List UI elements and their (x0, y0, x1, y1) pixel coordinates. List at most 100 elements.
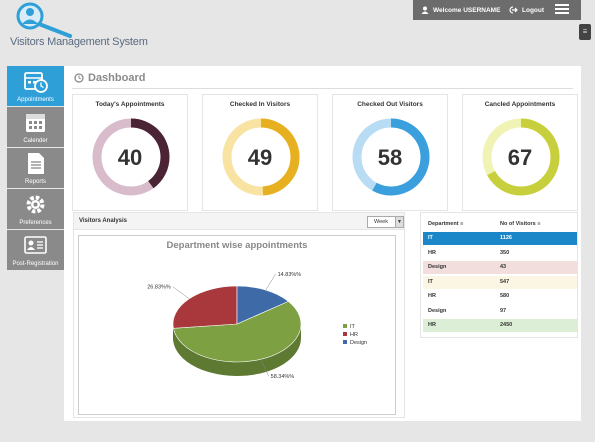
welcome-user: Welcome USERNAME (421, 6, 500, 14)
table-row[interactable]: HR 580 (423, 290, 577, 303)
pie-slice-label: 26.83%% (147, 285, 171, 291)
sidebar-item-label: Appointments (17, 97, 54, 103)
column-header-department[interactable]: Department ≡ (428, 221, 464, 227)
cell-department: HR (428, 249, 436, 256)
app-logo (8, 2, 168, 52)
main-content: Dashboard Today's Appointments 40 Checke… (64, 66, 581, 421)
stat-title: Today's Appointments (95, 101, 165, 108)
logout-icon (509, 6, 518, 14)
app-name: Visitors Management System (10, 36, 148, 48)
hamburger-menu-icon[interactable] (555, 4, 569, 16)
divider (72, 88, 573, 89)
sidebar-item-preferences[interactable]: Preferences (7, 189, 64, 229)
cell-department: IT (428, 235, 433, 241)
page-title-text: Dashboard (88, 72, 146, 84)
sidebar-item-label: Calender (23, 138, 48, 144)
pie-label-leader (172, 286, 190, 299)
cell-department: Design (428, 264, 447, 270)
donut-gauge (482, 118, 560, 196)
sort-icon: ≡ (537, 221, 541, 227)
legend-swatch (343, 324, 347, 328)
cell-visitors: 547 (500, 278, 510, 285)
pie-slice-label: 14.83%% (278, 272, 302, 278)
legend-label: IT (350, 324, 356, 330)
calendar-icon (26, 114, 45, 132)
pie-label-leader (260, 359, 269, 377)
sidebar-item-calender[interactable]: Calender (7, 107, 64, 147)
cell-visitors: 350 (500, 249, 510, 256)
gear-icon (26, 195, 45, 214)
stat-value: 67 (507, 145, 533, 170)
stat-value: 58 (377, 145, 403, 170)
chart-title: Department wise appointments (167, 240, 308, 251)
donut-progress (352, 118, 430, 196)
cell-department: HR (428, 293, 436, 299)
stat-value: 49 (247, 145, 273, 170)
table-row[interactable]: HR 2450 (423, 319, 577, 332)
sidebar-item-appointments[interactable]: Appointments (7, 66, 64, 106)
welcome-text: Welcome USERNAME (433, 6, 501, 14)
pie-slice-label: 58.34%% (271, 374, 295, 380)
cell-department: HR (428, 322, 436, 328)
pie-slice-hr[interactable] (172, 285, 238, 329)
stat-title: Cancled Appointments (484, 101, 556, 108)
table-header-row: Department ≡ No of Visitors ≡ (423, 218, 577, 231)
top-bar: Welcome USERNAME Logout (413, 0, 581, 20)
pie-label-leader (265, 273, 276, 291)
sidebar-item-label: Preferences (19, 220, 52, 226)
cell-department: IT (428, 278, 433, 285)
calendar-clock-icon (24, 72, 48, 93)
donut-gauge (92, 118, 170, 196)
stat-title: Checked Out Visitors (357, 101, 423, 108)
panel-header: Visitors Analysis Week ▼ (74, 213, 404, 230)
table-row[interactable]: IT 547 (423, 275, 577, 289)
page-title: Dashboard (74, 72, 145, 84)
stat-title: Checked In Visitors (229, 101, 291, 108)
sidebar-item-label: Reports (24, 179, 46, 185)
cell-visitors: 2450 (500, 322, 513, 328)
legend-label: HR (350, 332, 358, 338)
sort-icon: ≡ (460, 221, 464, 227)
donut-progress (92, 118, 170, 196)
sidebar-item-reports[interactable]: Reports (7, 148, 64, 188)
pie-chart-canvas: Department wise appointments 58.34%% 26.8… (147, 240, 367, 380)
cell-department: Design (428, 307, 447, 314)
table-row[interactable]: Design 97 (423, 304, 577, 318)
table-row[interactable]: Design 43 (423, 261, 577, 274)
stat-card-checked-in[interactable]: Checked In Visitors 49 (202, 94, 318, 211)
cell-visitors: 580 (500, 293, 510, 299)
period-select-value: Week (374, 219, 388, 225)
stat-card-todays-appointments[interactable]: Today's Appointments 40 (72, 94, 188, 211)
legend-label: Design (350, 340, 367, 346)
department-table: Department ≡ No of Visitors ≡ IT 1126 HR 35… (420, 212, 578, 338)
stat-value: 40 (117, 145, 143, 170)
pie-slice-side-it (173, 324, 301, 376)
pie-slice-design[interactable] (236, 285, 289, 325)
legend-swatch (343, 332, 347, 336)
donut-gauge (352, 118, 430, 196)
table-row[interactable]: HR 350 (423, 246, 577, 260)
column-header-visitors[interactable]: No of Visitors ≡ (500, 221, 541, 227)
sidebar-item-label: Post-Registration (12, 261, 59, 267)
legend-swatch (343, 340, 347, 344)
stat-card-checked-out[interactable]: Checked Out Visitors 58 (332, 94, 448, 211)
document-icon (28, 153, 44, 174)
clock-icon (74, 73, 84, 83)
donut-gauge (222, 118, 300, 196)
id-card-icon (24, 236, 47, 254)
period-select[interactable]: Week ▼ (367, 216, 404, 228)
donut-progress (222, 118, 300, 196)
stat-card-cancled-appointments[interactable]: Cancled Appointments 67 (462, 94, 578, 211)
magnifier-user-icon (16, 2, 72, 38)
user-icon (421, 6, 429, 14)
cell-visitors: 1126 (500, 235, 512, 241)
logout-label: Logout (522, 6, 545, 14)
side-panel-toggle-icon[interactable]: ☰ (579, 24, 591, 40)
cell-visitors: 43 (500, 264, 507, 270)
chevron-down-icon: ▼ (395, 217, 403, 227)
visitors-analysis-panel: Visitors Analysis Week ▼ Department wise… (73, 212, 405, 418)
sidebar-item-post-registration[interactable]: Post-Registration (7, 230, 64, 270)
logout-button[interactable]: Logout (509, 6, 544, 14)
table-row[interactable]: IT 1126 (423, 232, 577, 245)
cell-visitors: 97 (500, 307, 507, 314)
